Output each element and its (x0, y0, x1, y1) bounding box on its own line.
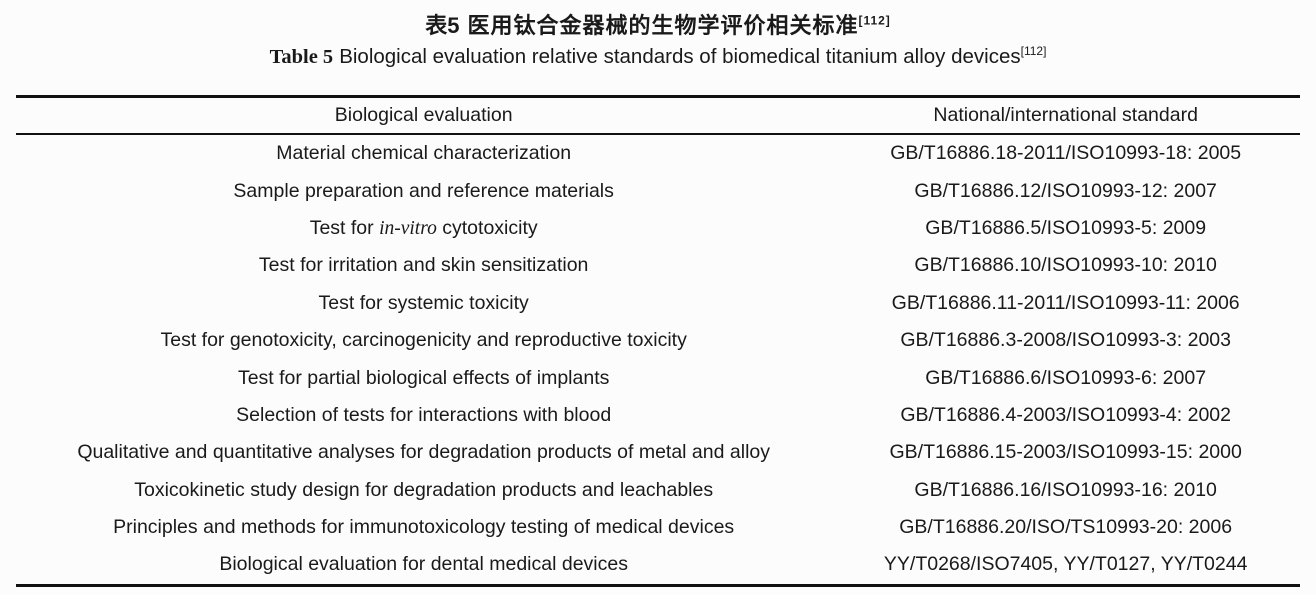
evaluation-cell: Test for irritation and skin sensitizati… (258, 254, 589, 277)
table-number-chinese: 表5 (425, 13, 460, 38)
table-row: Principles and methods for immunotoxicol… (16, 509, 1300, 546)
evaluation-cell: Sample preparation and reference materia… (233, 179, 614, 202)
table-row: Test for systemic toxicity GB/T16886.11-… (16, 285, 1300, 322)
table-row: Qualitative and quantitative analyses fo… (16, 434, 1300, 471)
evaluation-cell: Toxicokinetic study design for degradati… (134, 478, 714, 501)
evaluation-cell: Biological evaluation for dental medical… (219, 553, 628, 576)
evaluation-cell: Test for genotoxicity, carcinogenicity a… (160, 329, 687, 352)
header-national-international-standard: National/international standard (831, 96, 1300, 135)
table-title-english-text: Biological evaluation relative standards… (339, 45, 1021, 68)
standard-cell: GB/T16886.4-2003/ISO10993-4: 2002 (900, 403, 1231, 426)
evaluation-cell: Test for in-vitro cytotoxicity (309, 216, 538, 239)
table-title-english: Table 5 Biological evaluation relative st… (0, 45, 1316, 69)
header-biological-evaluation: Biological evaluation (16, 96, 832, 135)
evaluation-cell: Test for systemic toxicity (318, 291, 529, 314)
table-row: Test for genotoxicity, carcinogenicity a… (16, 322, 1300, 359)
table-row: Material chemical characterization GB/T1… (16, 134, 1300, 172)
evaluation-cell: Material chemical characterization (276, 142, 572, 165)
standard-cell: GB/T16886.12/ISO10993-12: 2007 (914, 179, 1217, 202)
table-title-chinese: 表5 医用钛合金器械的生物学评价相关标准[112] (0, 13, 1316, 39)
table-row: Toxicokinetic study design for degradati… (16, 472, 1300, 509)
standard-cell: GB/T16886.16/ISO10993-16: 2010 (914, 478, 1217, 501)
standard-cell: GB/T16886.5/ISO10993-5: 2009 (925, 216, 1207, 239)
table-row: Selection of tests for interactions with… (16, 397, 1300, 434)
standard-cell: GB/T16886.3-2008/ISO10993-3: 2003 (900, 329, 1231, 352)
table-row: Test for irritation and skin sensitizati… (16, 247, 1300, 284)
evaluation-cell: Test for partial biological effects of i… (237, 366, 610, 389)
evaluation-cell: Qualitative and quantitative analyses fo… (77, 441, 770, 464)
standard-cell: GB/T16886.15-2003/ISO10993-15: 2000 (889, 441, 1242, 464)
standards-table: Biological evaluation National/internati… (16, 95, 1300, 587)
citation-reference: [112] (1020, 44, 1047, 59)
standard-cell: GB/T16886.20/ISO/TS10993-20: 2006 (899, 516, 1233, 539)
standard-cell: GB/T16886.11-2011/ISO10993-11: 2006 (891, 291, 1240, 314)
table-body: Material chemical characterization GB/T1… (16, 134, 1300, 585)
table-title-chinese-text: 医用钛合金器械的生物学评价相关标准 (467, 13, 859, 38)
evaluation-cell: Selection of tests for interactions with… (236, 403, 612, 426)
table-header-row: Biological evaluation National/internati… (16, 96, 1300, 135)
table-row: Test for partial biological effects of i… (16, 359, 1300, 396)
standard-cell: GB/T16886.10/ISO10993-10: 2010 (914, 254, 1217, 277)
citation-reference: [112] (858, 13, 891, 28)
standard-cell: YY/T0268/ISO7405, YY/T0127, YY/T0244 (883, 553, 1248, 576)
standard-cell: GB/T16886.6/ISO10993-6: 2007 (925, 366, 1207, 389)
table-row: Biological evaluation for dental medical… (16, 546, 1300, 585)
evaluation-cell: Principles and methods for immunotoxicol… (113, 516, 735, 539)
standard-cell: GB/T16886.18-2011/ISO10993-18: 2005 (890, 142, 1242, 165)
table-caption: 表5 医用钛合金器械的生物学评价相关标准[112] Table 5 Biologic… (0, 13, 1316, 69)
table-row: Test for in-vitro cytotoxicity GB/T16886… (16, 210, 1300, 247)
table-row: Sample preparation and reference materia… (16, 172, 1300, 209)
table-header: Biological evaluation National/internati… (16, 96, 1300, 135)
table-number-english: Table 5 (269, 46, 334, 68)
